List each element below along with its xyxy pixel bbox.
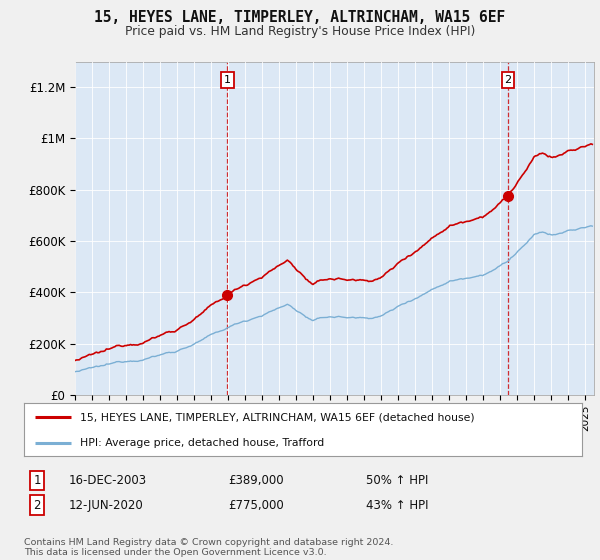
Text: £775,000: £775,000 xyxy=(228,498,284,512)
Text: 2: 2 xyxy=(34,498,41,512)
Text: HPI: Average price, detached house, Trafford: HPI: Average price, detached house, Traf… xyxy=(80,437,324,447)
Text: 15, HEYES LANE, TIMPERLEY, ALTRINCHAM, WA15 6EF (detached house): 15, HEYES LANE, TIMPERLEY, ALTRINCHAM, W… xyxy=(80,412,475,422)
Text: 1: 1 xyxy=(34,474,41,487)
Text: 43% ↑ HPI: 43% ↑ HPI xyxy=(366,498,428,512)
Text: 15, HEYES LANE, TIMPERLEY, ALTRINCHAM, WA15 6EF: 15, HEYES LANE, TIMPERLEY, ALTRINCHAM, W… xyxy=(94,10,506,25)
Text: Contains HM Land Registry data © Crown copyright and database right 2024.
This d: Contains HM Land Registry data © Crown c… xyxy=(24,538,394,557)
Text: 2: 2 xyxy=(505,75,512,85)
Text: 12-JUN-2020: 12-JUN-2020 xyxy=(69,498,144,512)
Text: 50% ↑ HPI: 50% ↑ HPI xyxy=(366,474,428,487)
Text: £389,000: £389,000 xyxy=(228,474,284,487)
Text: 1: 1 xyxy=(224,75,231,85)
Text: Price paid vs. HM Land Registry's House Price Index (HPI): Price paid vs. HM Land Registry's House … xyxy=(125,25,475,38)
Text: 16-DEC-2003: 16-DEC-2003 xyxy=(69,474,147,487)
